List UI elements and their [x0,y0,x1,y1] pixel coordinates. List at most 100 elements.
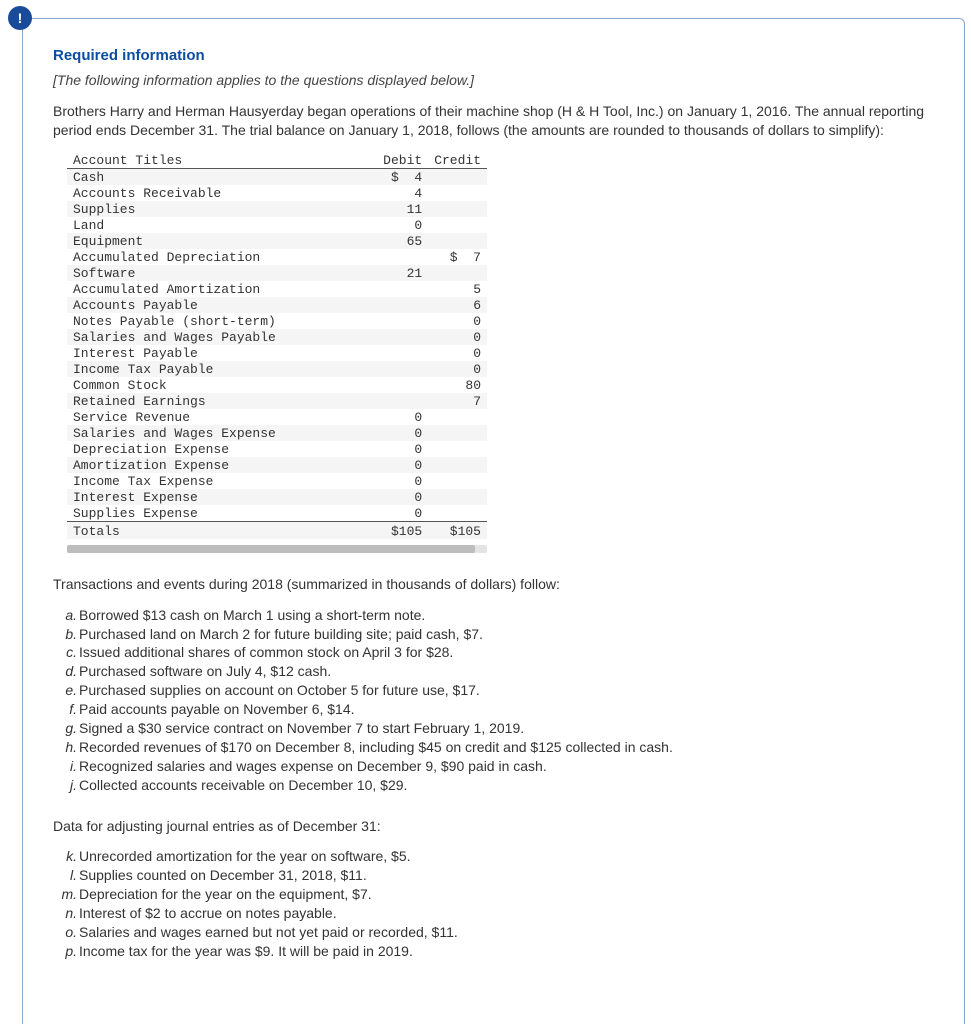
item-label: a. [61,606,77,625]
tb-debit-cell: 0 [373,473,428,489]
tb-totals-credit: $105 [428,521,487,539]
tb-debit-cell [373,345,428,361]
list-item: b. Purchased land on March 2 for future … [61,625,934,644]
transactions-list: a. Borrowed $13 cash on March 1 using a … [53,606,934,795]
scrollbar-thumb[interactable] [67,545,475,553]
tb-credit-cell: 5 [428,281,487,297]
tb-debit-cell [373,393,428,409]
tb-head-debit: Debit [373,152,428,169]
list-item: c. Issued additional shares of common st… [61,643,934,662]
tb-debit-cell: 0 [373,425,428,441]
tb-totals-debit: $105 [373,521,428,539]
tb-debit-cell [373,361,428,377]
item-label: p. [61,942,77,961]
tb-account-title: Land [67,217,373,233]
tb-debit-cell: $ 4 [373,168,428,185]
tb-debit-cell: 0 [373,505,428,522]
applies-note: [The following information applies to th… [53,72,934,88]
tb-debit-cell: 0 [373,457,428,473]
tb-credit-cell [428,233,487,249]
item-text: Interest of $2 to accrue on notes payabl… [79,905,337,921]
item-label: o. [61,923,77,942]
tb-account-title: Salaries and Wages Expense [67,425,373,441]
item-text: Unrecorded amortization for the year on … [79,848,411,864]
tb-credit-cell [428,457,487,473]
table-row: Land0 [67,217,487,233]
tb-account-title: Supplies [67,201,373,217]
item-label: f. [61,700,77,719]
table-row: Notes Payable (short-term)0 [67,313,487,329]
table-row: Service Revenue0 [67,409,487,425]
table-row: Amortization Expense0 [67,457,487,473]
content-frame: Required information [The following info… [22,18,965,1024]
info-badge-icon: ! [8,6,32,30]
list-item: j. Collected accounts receivable on Dece… [61,776,934,795]
item-text: Income tax for the year was $9. It will … [79,943,413,959]
item-label: l. [61,866,77,885]
tb-debit-cell [373,377,428,393]
item-label: e. [61,681,77,700]
table-row: Depreciation Expense0 [67,441,487,457]
tb-credit-cell [428,201,487,217]
adjusting-heading: Data for adjusting journal entries as of… [53,817,934,836]
tb-credit-cell: 0 [428,361,487,377]
item-label: c. [61,643,77,662]
item-text: Issued additional shares of common stock… [79,644,453,660]
tb-account-title: Accumulated Depreciation [67,249,373,265]
tb-account-title: Accounts Payable [67,297,373,313]
list-item: k. Unrecorded amortization for the year … [61,847,934,866]
tb-debit-cell: 0 [373,409,428,425]
item-text: Paid accounts payable on November 6, $14… [79,701,355,717]
tb-debit-cell: 0 [373,441,428,457]
list-item: h. Recorded revenues of $170 on December… [61,738,934,757]
item-label: j. [61,776,77,795]
tb-debit-cell: 11 [373,201,428,217]
tb-debit-cell [373,281,428,297]
list-item: d. Purchased software on July 4, $12 cas… [61,662,934,681]
tb-credit-cell [428,217,487,233]
tb-credit-cell: 6 [428,297,487,313]
table-row: Cash$ 4 [67,168,487,185]
item-text: Signed a $30 service contract on Novembe… [79,720,524,736]
table-row: Accounts Payable 6 [67,297,487,313]
tb-credit-cell [428,505,487,522]
item-text: Purchased land on March 2 for future bui… [79,626,483,642]
list-item: o. Salaries and wages earned but not yet… [61,923,934,942]
transactions-heading: Transactions and events during 2018 (sum… [53,575,934,594]
tb-account-title: Supplies Expense [67,505,373,522]
table-scrollbar[interactable] [67,545,487,553]
table-row: Accumulated Depreciation$ 7 [67,249,487,265]
table-row: Equipment65 [67,233,487,249]
item-label: m. [61,885,77,904]
table-row: Supplies11 [67,201,487,217]
tb-credit-cell: 80 [428,377,487,393]
tb-totals-label: Totals [67,521,373,539]
table-row: Accounts Receivable4 [67,185,487,201]
tb-account-title: Amortization Expense [67,457,373,473]
adjusting-list: k. Unrecorded amortization for the year … [53,847,934,960]
tb-debit-cell: 4 [373,185,428,201]
tb-account-title: Service Revenue [67,409,373,425]
list-item: g. Signed a $30 service contract on Nove… [61,719,934,738]
tb-credit-cell: 7 [428,393,487,409]
item-text: Borrowed $13 cash on March 1 using a sho… [79,607,425,623]
list-item: e. Purchased supplies on account on Octo… [61,681,934,700]
table-row: Accumulated Amortization5 [67,281,487,297]
item-label: b. [61,625,77,644]
tb-credit-cell: 0 [428,345,487,361]
item-label: g. [61,719,77,738]
tb-credit-cell [428,489,487,505]
tb-account-title: Depreciation Expense [67,441,373,457]
tb-account-title: Accounts Receivable [67,185,373,201]
item-text: Recorded revenues of $170 on December 8,… [79,739,673,755]
tb-debit-cell: 21 [373,265,428,281]
tb-credit-cell [428,441,487,457]
tb-credit-cell: 0 [428,329,487,345]
tb-credit-cell [428,409,487,425]
tb-account-title: Retained Earnings [67,393,373,409]
item-label: n. [61,904,77,923]
tb-debit-cell [373,297,428,313]
table-row: Common Stock80 [67,377,487,393]
tb-head-credit: Credit [428,152,487,169]
list-item: p. Income tax for the year was $9. It wi… [61,942,934,961]
